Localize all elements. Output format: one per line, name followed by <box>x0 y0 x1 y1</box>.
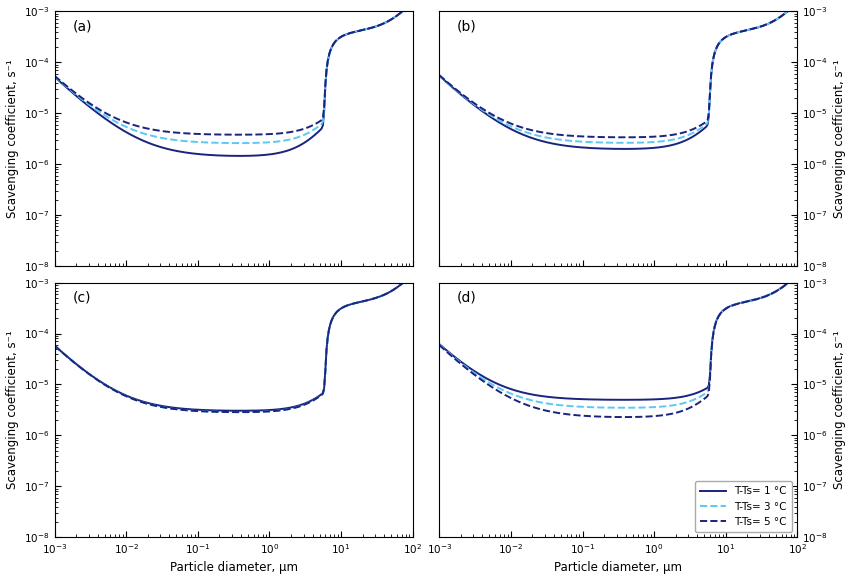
Y-axis label: Scavenging coefficient, s⁻¹: Scavenging coefficient, s⁻¹ <box>833 331 846 490</box>
Text: (d): (d) <box>458 290 477 304</box>
Text: (c): (c) <box>72 290 91 304</box>
X-axis label: Particle diameter, μm: Particle diameter, μm <box>170 561 297 574</box>
Text: (a): (a) <box>72 19 92 33</box>
Legend: T-Ts= 1 °C, T-Ts= 3 °C, T-Ts= 5 °C: T-Ts= 1 °C, T-Ts= 3 °C, T-Ts= 5 °C <box>695 481 792 532</box>
X-axis label: Particle diameter, μm: Particle diameter, μm <box>555 561 682 574</box>
Y-axis label: Scavenging coefficient, s⁻¹: Scavenging coefficient, s⁻¹ <box>6 331 19 490</box>
Text: (b): (b) <box>458 19 477 33</box>
Y-axis label: Scavenging coefficient, s⁻¹: Scavenging coefficient, s⁻¹ <box>6 59 19 218</box>
Y-axis label: Scavenging coefficient, s⁻¹: Scavenging coefficient, s⁻¹ <box>833 59 846 218</box>
